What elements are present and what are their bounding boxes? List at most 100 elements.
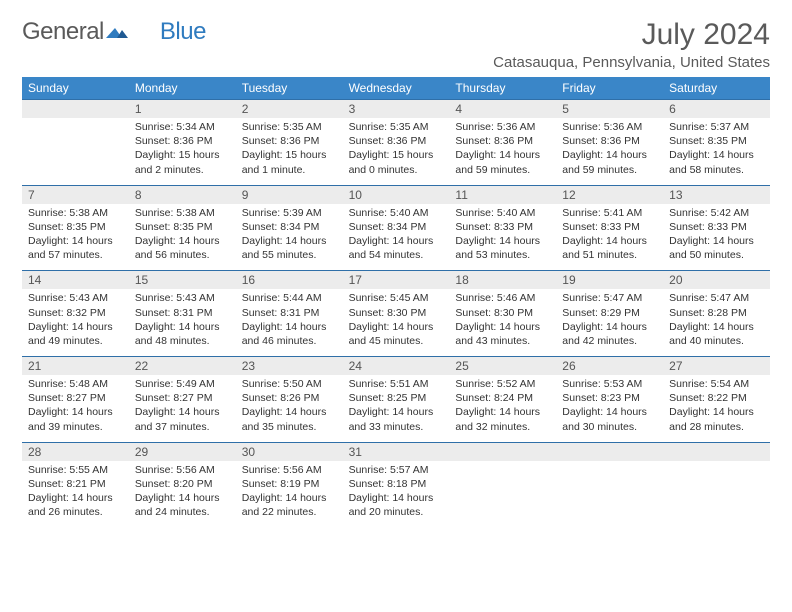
daylight-text: Daylight: 14 hours and 49 minutes. [28, 320, 123, 348]
logo: General Blue [22, 18, 206, 46]
day-number: 9 [236, 186, 343, 204]
sunset-text: Sunset: 8:36 PM [455, 134, 550, 148]
day-details: Sunrise: 5:48 AMSunset: 8:27 PMDaylight:… [22, 375, 129, 442]
sunset-text: Sunset: 8:36 PM [349, 134, 444, 148]
day-details: Sunrise: 5:44 AMSunset: 8:31 PMDaylight:… [236, 289, 343, 356]
day-details: Sunrise: 5:52 AMSunset: 8:24 PMDaylight:… [449, 375, 556, 442]
sunrise-text: Sunrise: 5:40 AM [455, 206, 550, 220]
sunrise-text: Sunrise: 5:48 AM [28, 377, 123, 391]
sunrise-text: Sunrise: 5:51 AM [349, 377, 444, 391]
weekday-label: Thursday [449, 77, 556, 99]
sunrise-text: Sunrise: 5:57 AM [349, 463, 444, 477]
day-details: Sunrise: 5:54 AMSunset: 8:22 PMDaylight:… [663, 375, 770, 442]
day-details: Sunrise: 5:35 AMSunset: 8:36 PMDaylight:… [343, 118, 450, 185]
day-number: 10 [343, 186, 450, 204]
day-number: 28 [22, 443, 129, 461]
sunrise-text: Sunrise: 5:43 AM [135, 291, 230, 305]
daylight-text: Daylight: 14 hours and 28 minutes. [669, 405, 764, 433]
weekday-label: Tuesday [236, 77, 343, 99]
sunrise-text: Sunrise: 5:44 AM [242, 291, 337, 305]
daylight-text: Daylight: 14 hours and 59 minutes. [455, 148, 550, 176]
sunset-text: Sunset: 8:27 PM [28, 391, 123, 405]
day-number: 17 [343, 271, 450, 289]
day-details: Sunrise: 5:57 AMSunset: 8:18 PMDaylight:… [343, 461, 450, 528]
day-details: Sunrise: 5:37 AMSunset: 8:35 PMDaylight:… [663, 118, 770, 185]
day-details: Sunrise: 5:39 AMSunset: 8:34 PMDaylight:… [236, 204, 343, 271]
daylight-text: Daylight: 14 hours and 57 minutes. [28, 234, 123, 262]
day-number: 24 [343, 357, 450, 375]
day-details: Sunrise: 5:40 AMSunset: 8:34 PMDaylight:… [343, 204, 450, 271]
sunrise-text: Sunrise: 5:38 AM [28, 206, 123, 220]
day-details [22, 118, 129, 185]
sunset-text: Sunset: 8:34 PM [349, 220, 444, 234]
day-number: 4 [449, 100, 556, 118]
sunrise-text: Sunrise: 5:55 AM [28, 463, 123, 477]
day-details: Sunrise: 5:56 AMSunset: 8:19 PMDaylight:… [236, 461, 343, 528]
day-number: 26 [556, 357, 663, 375]
sunrise-text: Sunrise: 5:53 AM [562, 377, 657, 391]
sunrise-text: Sunrise: 5:39 AM [242, 206, 337, 220]
day-number: 21 [22, 357, 129, 375]
day-details: Sunrise: 5:53 AMSunset: 8:23 PMDaylight:… [556, 375, 663, 442]
daylight-text: Daylight: 14 hours and 51 minutes. [562, 234, 657, 262]
sunrise-text: Sunrise: 5:43 AM [28, 291, 123, 305]
day-number: 23 [236, 357, 343, 375]
sunrise-text: Sunrise: 5:56 AM [242, 463, 337, 477]
day-number: 1 [129, 100, 236, 118]
sunset-text: Sunset: 8:26 PM [242, 391, 337, 405]
day-details: Sunrise: 5:45 AMSunset: 8:30 PMDaylight:… [343, 289, 450, 356]
week-daynum-row: 14151617181920 [22, 270, 770, 289]
sunset-text: Sunset: 8:24 PM [455, 391, 550, 405]
daylight-text: Daylight: 14 hours and 39 minutes. [28, 405, 123, 433]
sunrise-text: Sunrise: 5:54 AM [669, 377, 764, 391]
sunset-text: Sunset: 8:35 PM [28, 220, 123, 234]
day-details: Sunrise: 5:36 AMSunset: 8:36 PMDaylight:… [556, 118, 663, 185]
sunrise-text: Sunrise: 5:47 AM [562, 291, 657, 305]
daylight-text: Daylight: 14 hours and 20 minutes. [349, 491, 444, 519]
day-details [556, 461, 663, 528]
week-detail-row: Sunrise: 5:48 AMSunset: 8:27 PMDaylight:… [22, 375, 770, 442]
day-number: 18 [449, 271, 556, 289]
week-daynum-row: 21222324252627 [22, 356, 770, 375]
day-number: 14 [22, 271, 129, 289]
daylight-text: Daylight: 14 hours and 56 minutes. [135, 234, 230, 262]
day-details: Sunrise: 5:43 AMSunset: 8:31 PMDaylight:… [129, 289, 236, 356]
weekday-label: Monday [129, 77, 236, 99]
day-number: 12 [556, 186, 663, 204]
day-number [449, 443, 556, 461]
title-block: July 2024 Catasauqua, Pennsylvania, Unit… [493, 18, 770, 71]
sunset-text: Sunset: 8:20 PM [135, 477, 230, 491]
sunrise-text: Sunrise: 5:36 AM [455, 120, 550, 134]
day-number: 11 [449, 186, 556, 204]
day-details: Sunrise: 5:49 AMSunset: 8:27 PMDaylight:… [129, 375, 236, 442]
sunrise-text: Sunrise: 5:38 AM [135, 206, 230, 220]
weekday-header: Sunday Monday Tuesday Wednesday Thursday… [22, 77, 770, 99]
week-detail-row: Sunrise: 5:43 AMSunset: 8:32 PMDaylight:… [22, 289, 770, 356]
sunrise-text: Sunrise: 5:52 AM [455, 377, 550, 391]
daylight-text: Daylight: 14 hours and 30 minutes. [562, 405, 657, 433]
weekday-label: Sunday [22, 77, 129, 99]
sunset-text: Sunset: 8:31 PM [135, 306, 230, 320]
sunset-text: Sunset: 8:29 PM [562, 306, 657, 320]
sunset-text: Sunset: 8:36 PM [562, 134, 657, 148]
daylight-text: Daylight: 14 hours and 40 minutes. [669, 320, 764, 348]
day-details: Sunrise: 5:50 AMSunset: 8:26 PMDaylight:… [236, 375, 343, 442]
sunset-text: Sunset: 8:19 PM [242, 477, 337, 491]
daylight-text: Daylight: 15 hours and 2 minutes. [135, 148, 230, 176]
day-details: Sunrise: 5:36 AMSunset: 8:36 PMDaylight:… [449, 118, 556, 185]
week-detail-row: Sunrise: 5:38 AMSunset: 8:35 PMDaylight:… [22, 204, 770, 271]
sunset-text: Sunset: 8:25 PM [349, 391, 444, 405]
daylight-text: Daylight: 15 hours and 1 minute. [242, 148, 337, 176]
sunrise-text: Sunrise: 5:45 AM [349, 291, 444, 305]
daylight-text: Daylight: 14 hours and 45 minutes. [349, 320, 444, 348]
sunset-text: Sunset: 8:35 PM [669, 134, 764, 148]
month-title: July 2024 [493, 18, 770, 52]
week-detail-row: Sunrise: 5:55 AMSunset: 8:21 PMDaylight:… [22, 461, 770, 528]
daylight-text: Daylight: 14 hours and 33 minutes. [349, 405, 444, 433]
day-details: Sunrise: 5:42 AMSunset: 8:33 PMDaylight:… [663, 204, 770, 271]
sunset-text: Sunset: 8:28 PM [669, 306, 764, 320]
day-number: 19 [556, 271, 663, 289]
sunrise-text: Sunrise: 5:56 AM [135, 463, 230, 477]
daylight-text: Daylight: 14 hours and 50 minutes. [669, 234, 764, 262]
day-details: Sunrise: 5:46 AMSunset: 8:30 PMDaylight:… [449, 289, 556, 356]
